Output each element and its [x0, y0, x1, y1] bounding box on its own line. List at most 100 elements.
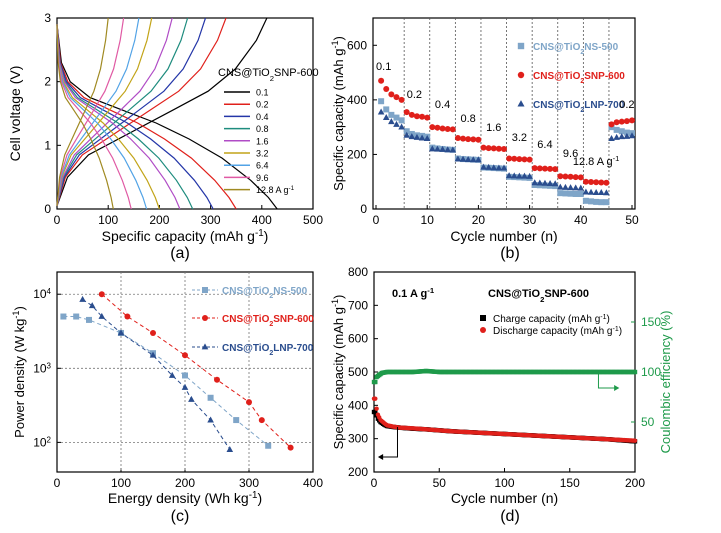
c-point [233, 417, 240, 424]
b-point [531, 179, 539, 186]
b-point [501, 145, 507, 152]
b-point [490, 145, 497, 152]
b-point [618, 128, 625, 135]
c-point [73, 313, 80, 320]
b-legend-marker [517, 42, 525, 50]
d-ytick-label: 600 [348, 332, 368, 346]
b-point [582, 197, 589, 204]
b-point [547, 165, 554, 172]
a-charge-curve [56, 17, 173, 206]
d-ytick-label: 700 [348, 298, 368, 312]
b-ytick-label: 600 [347, 38, 367, 52]
b-point [603, 199, 610, 206]
panel-b-frame [372, 17, 636, 210]
a-legend-label: 12.8 A g-1 [256, 185, 295, 196]
c-point [98, 312, 106, 319]
a-xtick-label: 200 [149, 213, 169, 227]
c-point [182, 352, 188, 359]
b-point [454, 135, 461, 142]
b-point [603, 189, 610, 196]
a-legend-label: 0.4 [256, 112, 269, 122]
b-point [567, 184, 574, 191]
a-charge-curve [56, 17, 189, 206]
d-xtick-label: 200 [625, 476, 645, 490]
b-point [383, 106, 390, 113]
b-point [485, 145, 492, 152]
b-point [403, 131, 411, 138]
b-xtick-label: 0 [373, 213, 380, 227]
b-point [541, 179, 549, 186]
c-point [117, 329, 125, 336]
b-point [613, 119, 620, 126]
b-point [383, 85, 390, 92]
b-point [434, 124, 441, 131]
a-charge-curve [56, 17, 153, 206]
b-point [393, 120, 400, 127]
b-point [588, 198, 595, 205]
b-point [480, 163, 487, 170]
d-xlabel: Cycle number (n) [451, 490, 558, 506]
c-xtick-label: 0 [54, 476, 61, 490]
a-discharge-curve [56, 24, 278, 210]
b-ytick-label: 400 [347, 93, 367, 107]
a-xtick-label: 300 [201, 213, 221, 227]
b-point [516, 172, 523, 179]
b-ylabel: Specific capacity (mAh g-1) [330, 36, 346, 191]
b-point [378, 77, 385, 84]
b-xtick-label: 30 [523, 213, 537, 227]
b-point [598, 199, 605, 206]
b-point [572, 190, 579, 197]
a-title: CNS@TiO2SNP-600 [218, 67, 319, 83]
d-point [632, 438, 638, 443]
b-point [572, 174, 579, 181]
b-point [582, 188, 590, 195]
d-point [373, 396, 378, 401]
b-point [460, 135, 467, 142]
b-legend-label: CNS@TiO2LNP-700 [533, 100, 625, 114]
d-point [632, 369, 638, 375]
c-xlabel: Energy density (Wh kg-1) [108, 490, 262, 507]
b-point [510, 172, 518, 179]
b-point [388, 111, 395, 118]
b-point [526, 172, 533, 179]
b-rate-label: 3.2 [512, 132, 527, 144]
b-point [382, 113, 390, 120]
a-legend-label: 0.2 [256, 100, 269, 110]
b-rate-label: 0.2 [619, 99, 634, 111]
d-ytick-label: 200 [348, 465, 368, 479]
c-point [168, 371, 176, 378]
b-point [429, 124, 436, 131]
b-point [495, 164, 503, 171]
c-point [79, 295, 86, 302]
a-legend-label: 0.8 [256, 124, 269, 134]
b-ytick-label: 200 [347, 147, 367, 161]
b-point [577, 190, 584, 197]
b-point [613, 133, 620, 140]
b-point [485, 163, 492, 170]
a-xtick-label: 500 [303, 213, 323, 227]
d-xtick-label: 50 [433, 476, 447, 490]
a-legend-label: 1.6 [256, 136, 269, 146]
c-ytick-label: 102 [33, 435, 51, 450]
b-point [439, 145, 446, 152]
c-point [149, 351, 157, 358]
c-point [124, 313, 131, 320]
b-point [557, 183, 564, 190]
d-point [374, 406, 379, 411]
b-point [505, 172, 513, 179]
b-point [618, 118, 625, 125]
b-point [398, 96, 405, 103]
c-ylabel: Power density (W kg-1) [11, 306, 27, 438]
d-arrowhead-left [377, 454, 384, 460]
b-point [408, 111, 415, 118]
a-ytick-label: 0 [44, 202, 51, 216]
b-point [388, 91, 395, 98]
b-point [588, 178, 595, 185]
a-ylabel: Cell voltage (V) [7, 66, 23, 162]
b-point [577, 184, 585, 191]
b-legend-label: CNS@TiO2SNP-600 [533, 71, 625, 85]
a-legend-label: 6.4 [256, 161, 269, 171]
b-xtick-label: 10 [421, 213, 435, 227]
b-point [577, 174, 584, 181]
